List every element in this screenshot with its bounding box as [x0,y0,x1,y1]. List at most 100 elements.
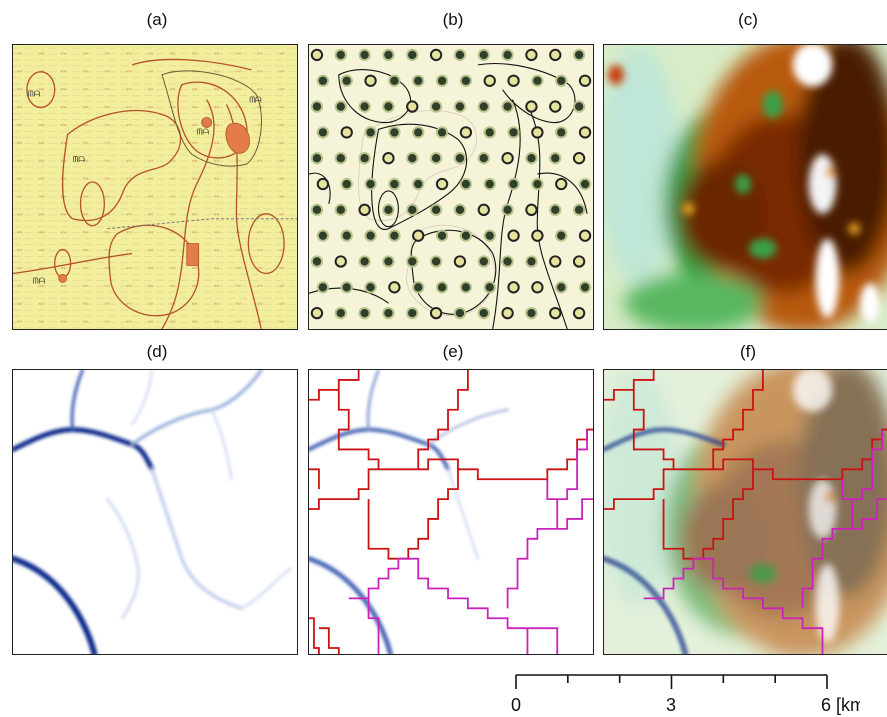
sample-point [316,177,330,191]
sample-point [429,100,443,113]
sample-point [429,203,443,216]
sample-point [572,306,586,320]
sample-point [477,48,490,62]
sample-point [310,255,324,268]
sample-point [435,74,449,87]
sample-point [549,48,562,62]
sample-point [549,255,562,268]
sample-point [316,74,330,87]
sample-point [477,152,490,165]
sample-point [578,229,592,242]
sample-point [572,203,586,216]
sample-point [531,126,544,139]
sample-point [549,203,562,216]
sample-point [501,255,514,268]
sample-point [531,177,544,191]
sample-point [429,48,443,62]
sample-point [477,203,490,216]
sample-point [459,177,473,191]
sample-point [382,48,395,62]
sample-point [429,152,443,165]
sample-point [525,152,538,165]
sample-point [382,306,395,320]
sample-point [459,281,473,294]
sample-point [549,152,562,165]
panel-e-label: (e) [442,342,464,361]
sample-point [572,48,586,62]
panel-c-interpolated-raster [603,44,887,330]
sample-point [388,74,401,87]
svg-text:ᗰᗩ: ᗰᗩ [73,155,86,164]
sample-point [412,74,425,87]
sample-point [501,152,514,165]
sample-point [477,255,490,268]
panel-b-label: (b) [442,10,464,29]
sample-point [358,48,371,62]
sample-point [406,100,419,113]
sample-point [364,126,377,139]
sample-point [578,126,592,139]
sample-point [364,74,377,87]
sample-point [412,229,425,242]
sample-point [483,74,496,87]
sample-point [364,177,377,191]
sample-point [531,229,544,242]
sample-point [525,203,538,216]
sample-point [555,74,568,87]
sample-point [459,74,473,87]
sample-point [406,48,419,62]
sample-point [388,126,401,139]
sample-point [572,255,586,268]
sample-point [453,203,467,216]
sample-point [477,100,490,113]
sample-point [340,177,353,191]
sample-point [435,177,449,191]
sample-point [340,126,353,139]
sample-point [483,126,496,139]
scale-label-0: 0 [511,695,521,715]
sample-point [358,306,371,320]
sample-point [310,152,324,165]
sample-point [525,306,538,320]
sample-point [358,203,371,216]
scale-bar-graphic: 0 3 6 [km] [511,674,860,715]
sample-point [507,177,520,191]
sample-point [429,255,443,268]
panel-f-overlay [603,369,887,655]
sample-point [507,281,520,294]
sample-point [340,281,353,294]
sample-point [364,281,377,294]
sample-point [364,229,377,242]
raster-graphic [604,45,887,329]
panel-e-catchment-boundaries [308,369,594,655]
panel-d-flow-accumulation [12,369,298,655]
sample-point [388,229,401,242]
sample-point [572,100,586,113]
sample-point [340,229,353,242]
sample-point [406,152,419,165]
sample-point [334,48,347,62]
svg-text:ᗰᗩ: ᗰᗩ [197,127,210,136]
sample-point [310,203,324,216]
sample-point [412,281,425,294]
sample-point [382,255,395,268]
sample-point [483,177,496,191]
sample-point [334,152,347,165]
sample-point [340,74,353,87]
sample-point [459,229,473,242]
sample-point [507,74,520,87]
sample-point [316,281,330,294]
sample-point [412,126,425,139]
sample-point [525,255,538,268]
sample-point [555,177,568,191]
catchments-graphic [309,370,593,654]
sample-point [334,255,347,268]
sample-point [501,48,514,62]
sample-point [358,100,371,113]
sample-point [578,177,592,191]
svg-text:ᗰᗩ: ᗰᗩ [33,276,46,285]
sample-point [316,229,330,242]
sample-point [412,177,425,191]
sample-point [501,203,514,216]
soil-map-graphic: ᵛᵛ ᗰᗩ ᗰᗩ [13,45,297,329]
